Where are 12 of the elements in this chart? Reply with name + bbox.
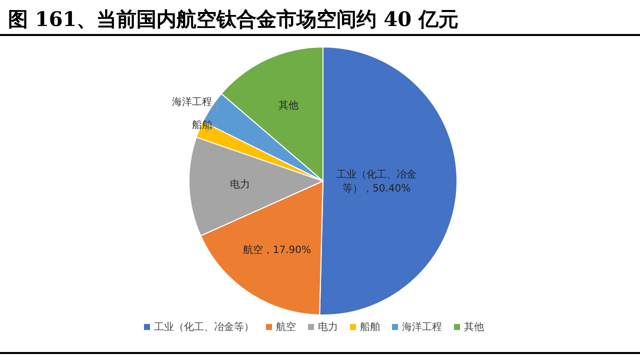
- slice-label: 海洋工程: [172, 96, 212, 108]
- legend-label: 船舶: [360, 321, 380, 333]
- data-label: 航空，17.90%: [242, 244, 312, 256]
- slice-label: 电力: [230, 178, 250, 191]
- slice-label: 其他: [278, 99, 298, 112]
- legend-label: 海洋工程: [402, 321, 442, 333]
- chart-title: 图 161、当前国内航空钛合金市场空间约 40 亿元: [8, 7, 458, 31]
- legend-label: 电力: [318, 321, 338, 333]
- data-label: 工业（化工、冶金等），50.40%: [336, 168, 417, 195]
- legend-label: 其他: [464, 321, 484, 333]
- legend-label: 航空: [276, 321, 296, 333]
- legend-label: 工业（化工、冶金等）: [154, 321, 254, 333]
